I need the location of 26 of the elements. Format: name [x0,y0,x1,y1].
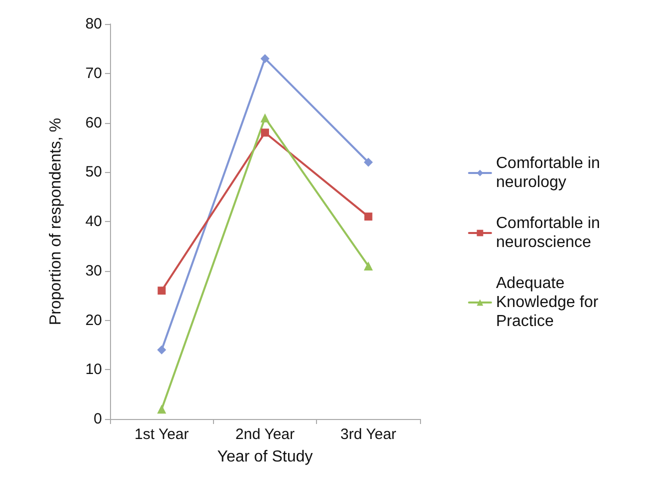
x-tick-label: 2nd Year [235,426,295,443]
y-tick-label: 50 [85,164,102,181]
y-tick-label: 60 [85,114,102,132]
legend-label: Comfortable in neuroscience [496,215,604,251]
x-axis-title: Year of Study [217,448,313,466]
point [260,113,270,122]
point [364,158,373,167]
legend-label: Comfortable in neurology [496,155,604,191]
x-tick-label: 1st Year [134,426,189,443]
point [157,345,166,354]
y-tick-label: 40 [85,213,102,230]
point [158,286,166,295]
legend-label: Adequate Knowledge for Practice [496,275,603,330]
point [364,261,373,270]
point [261,128,269,137]
point [364,212,372,221]
y-tick-label: 20 [85,312,102,329]
point [157,404,166,414]
y-tick-label: 0 [94,410,102,428]
y-tick-label: 70 [85,64,102,82]
y-tick-label: 30 [85,262,102,280]
y-tick-label: 10 [85,361,102,378]
point [260,54,270,64]
x-tick-label: 3rd Year [340,426,396,443]
y-tick-label: 80 [85,16,102,32]
y-axis-title: Proportion of respondents, % [48,118,64,326]
